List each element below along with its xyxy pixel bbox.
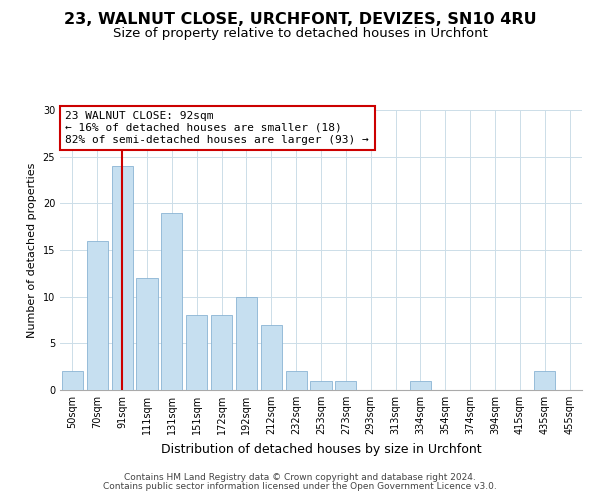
Text: Size of property relative to detached houses in Urchfont: Size of property relative to detached ho… — [113, 28, 487, 40]
Bar — [62, 372, 83, 390]
X-axis label: Distribution of detached houses by size in Urchfont: Distribution of detached houses by size … — [161, 442, 481, 456]
Bar — [286, 372, 307, 390]
Bar — [211, 316, 232, 390]
Text: Contains public sector information licensed under the Open Government Licence v3: Contains public sector information licen… — [103, 482, 497, 491]
Bar — [112, 166, 133, 390]
Bar — [236, 296, 257, 390]
Bar — [310, 380, 332, 390]
Bar — [534, 372, 555, 390]
Bar — [161, 212, 182, 390]
Bar — [87, 240, 108, 390]
Text: 23, WALNUT CLOSE, URCHFONT, DEVIZES, SN10 4RU: 23, WALNUT CLOSE, URCHFONT, DEVIZES, SN1… — [64, 12, 536, 28]
Bar — [136, 278, 158, 390]
Bar — [186, 316, 207, 390]
Y-axis label: Number of detached properties: Number of detached properties — [27, 162, 37, 338]
Text: 23 WALNUT CLOSE: 92sqm
← 16% of detached houses are smaller (18)
82% of semi-det: 23 WALNUT CLOSE: 92sqm ← 16% of detached… — [65, 112, 369, 144]
Bar — [261, 324, 282, 390]
Bar — [335, 380, 356, 390]
Text: Contains HM Land Registry data © Crown copyright and database right 2024.: Contains HM Land Registry data © Crown c… — [124, 474, 476, 482]
Bar — [410, 380, 431, 390]
